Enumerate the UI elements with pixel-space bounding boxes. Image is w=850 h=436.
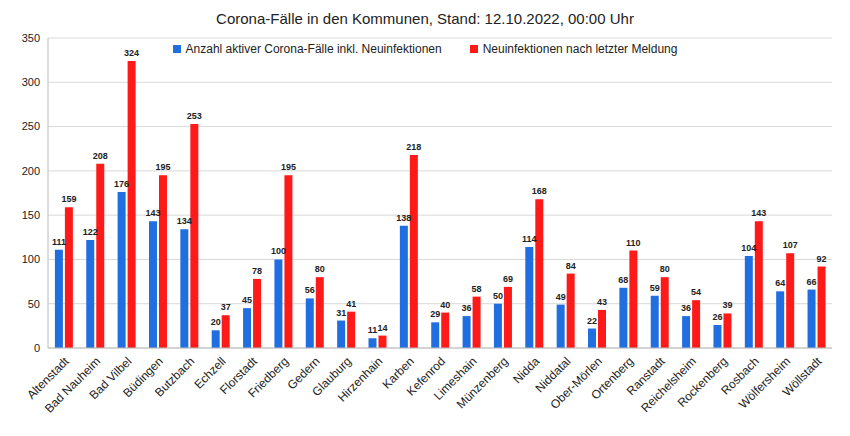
- svg-text:58: 58: [472, 284, 482, 294]
- svg-text:50: 50: [28, 298, 40, 310]
- svg-text:100: 100: [22, 253, 40, 265]
- svg-text:41: 41: [346, 299, 356, 309]
- svg-text:111: 111: [52, 237, 66, 247]
- svg-text:Ortenberg: Ortenberg: [588, 354, 636, 402]
- svg-text:104: 104: [741, 243, 756, 253]
- svg-text:195: 195: [281, 162, 296, 172]
- svg-text:26: 26: [712, 312, 722, 322]
- html-text:Neuinfektionen nach letzter Me: Neuinfektionen nach letzter Meldung: [482, 42, 678, 56]
- svg-text:Florstadt: Florstadt: [217, 354, 260, 398]
- svg-text:80: 80: [315, 264, 325, 274]
- svg-text:66: 66: [807, 277, 817, 287]
- svg-text:43: 43: [597, 297, 607, 307]
- svg-text:Büdingen: Büdingen: [120, 354, 166, 400]
- svg-text:Hirzenhain: Hirzenhain: [335, 354, 385, 404]
- html-text:Corona-Fälle in den Kommunen,: Corona-Fälle in den Kommunen, Stand: 12.…: [216, 10, 634, 27]
- svg-text:143: 143: [751, 208, 766, 218]
- svg-text:Glauburg: Glauburg: [309, 354, 355, 400]
- svg-text:110: 110: [626, 238, 641, 248]
- svg-text:Kefenrod: Kefenrod: [403, 354, 449, 399]
- svg-text:Limeshain: Limeshain: [430, 354, 480, 403]
- svg-text:200: 200: [22, 165, 40, 177]
- svg-text:14: 14: [377, 323, 387, 333]
- svg-text:195: 195: [155, 162, 170, 172]
- svg-text:250: 250: [22, 120, 40, 132]
- svg-text:Altenstadt: Altenstadt: [24, 354, 72, 402]
- svg-text:159: 159: [61, 194, 76, 204]
- svg-text:Butzbach: Butzbach: [152, 354, 197, 399]
- svg-text:64: 64: [775, 278, 785, 288]
- svg-text:84: 84: [566, 261, 576, 271]
- svg-text:Wölfersheim: Wölfersheim: [736, 354, 793, 411]
- svg-text:208: 208: [93, 151, 108, 161]
- svg-text:22: 22: [587, 316, 597, 326]
- svg-text:54: 54: [691, 287, 701, 297]
- svg-text:Echzell: Echzell: [191, 354, 229, 392]
- svg-text:107: 107: [783, 240, 798, 250]
- svg-text:29: 29: [430, 309, 440, 319]
- svg-text:134: 134: [177, 216, 192, 226]
- svg-text:350: 350: [22, 32, 40, 44]
- svg-text:36: 36: [681, 303, 691, 313]
- svg-text:138: 138: [396, 213, 411, 223]
- svg-text:50: 50: [493, 291, 503, 301]
- svg-text:Reichelsheim: Reichelsheim: [638, 354, 699, 416]
- svg-text:114: 114: [522, 234, 537, 244]
- svg-text:56: 56: [305, 285, 315, 295]
- svg-text:Friedberg: Friedberg: [245, 354, 291, 400]
- svg-text:Rosbach: Rosbach: [718, 354, 762, 398]
- svg-text:300: 300: [22, 76, 40, 88]
- svg-text:Ober-Mörlen: Ober-Mörlen: [547, 354, 605, 412]
- svg-text:143: 143: [145, 208, 160, 218]
- svg-text:Niddatal: Niddatal: [532, 354, 574, 396]
- svg-text:39: 39: [722, 300, 732, 310]
- svg-text:49: 49: [556, 292, 566, 302]
- svg-text:Ranstadt: Ranstadt: [623, 354, 668, 399]
- svg-text:78: 78: [252, 266, 262, 276]
- svg-text:20: 20: [211, 317, 221, 327]
- svg-text:11: 11: [368, 325, 378, 335]
- svg-text:Rockenberg: Rockenberg: [675, 354, 731, 410]
- svg-text:150: 150: [22, 209, 40, 221]
- svg-text:59: 59: [650, 283, 660, 293]
- svg-text:36: 36: [462, 303, 472, 313]
- svg-text:168: 168: [532, 186, 547, 196]
- svg-text:69: 69: [503, 274, 513, 284]
- svg-text:176: 176: [114, 179, 129, 189]
- svg-text:100: 100: [271, 246, 286, 256]
- svg-text:Bad Nauheim: Bad Nauheim: [41, 354, 104, 416]
- svg-text:122: 122: [83, 227, 98, 237]
- html-text:Anzahl aktiver Corona-Fälle in: Anzahl aktiver Corona-Fälle inkl. Neuinf…: [185, 42, 442, 56]
- svg-text:Wöllstadt: Wöllstadt: [780, 354, 825, 399]
- svg-text:Gedern: Gedern: [284, 354, 323, 393]
- svg-text:253: 253: [187, 111, 202, 121]
- svg-text:80: 80: [660, 264, 670, 274]
- svg-text:324: 324: [124, 48, 139, 58]
- svg-text:68: 68: [618, 275, 628, 285]
- svg-text:92: 92: [817, 254, 827, 264]
- svg-text:218: 218: [406, 142, 421, 152]
- svg-text:45: 45: [242, 295, 252, 305]
- svg-text:Münzenberg: Münzenberg: [454, 354, 511, 411]
- svg-text:Karben: Karben: [379, 354, 417, 392]
- svg-text:0: 0: [34, 342, 40, 354]
- svg-text:Nidda: Nidda: [510, 354, 543, 387]
- svg-text:Bad Vilbel: Bad Vilbel: [86, 354, 135, 403]
- svg-text:37: 37: [221, 302, 231, 312]
- svg-text:31: 31: [336, 308, 346, 318]
- svg-text:40: 40: [440, 300, 450, 310]
